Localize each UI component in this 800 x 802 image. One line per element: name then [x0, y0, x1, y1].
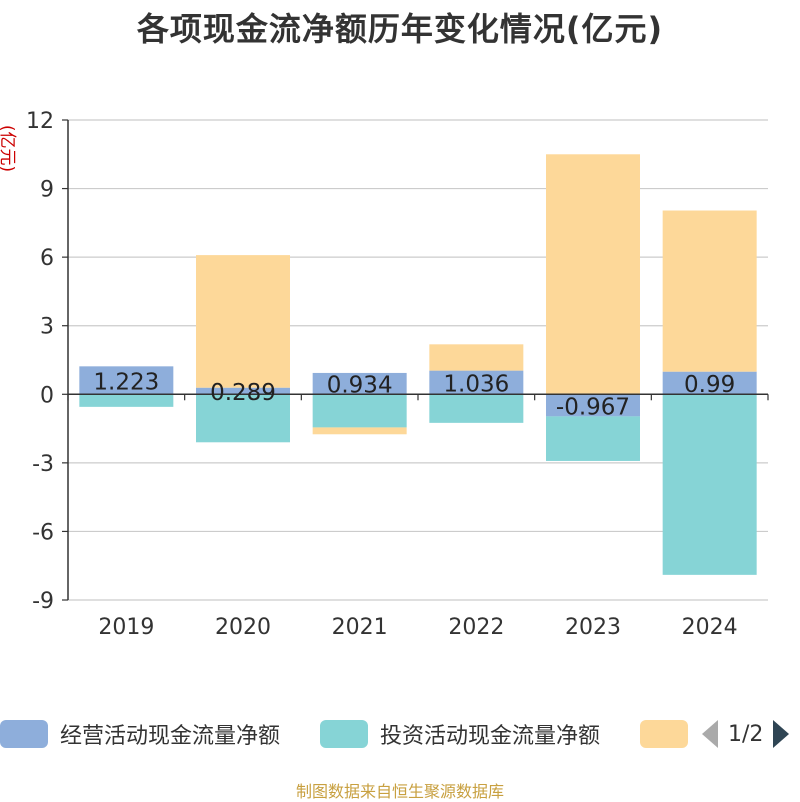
y-tick-label: 12 — [26, 109, 54, 134]
bar-2019-series-0 — [79, 366, 174, 395]
legend-prev-icon[interactable] — [702, 720, 718, 748]
x-tick-label: 2020 — [215, 615, 271, 640]
bars — [79, 154, 757, 575]
bar-2022-series-0 — [429, 370, 524, 395]
data-label: 0.934 — [327, 373, 393, 399]
bar-2023-series-1 — [546, 416, 640, 461]
legend-next-icon[interactable] — [773, 720, 790, 748]
legend-pager: 1/2 — [702, 714, 790, 754]
y-tick-label: -9 — [32, 589, 54, 614]
bar-2021-series-0 — [312, 372, 407, 395]
legend-swatch-operating — [0, 720, 48, 748]
y-tick-label: 9 — [40, 178, 54, 203]
legend-label-operating: 经营活动现金流量净额 — [60, 724, 281, 749]
legend-label-investing: 投资活动现金流量净额 — [380, 724, 601, 749]
bar-2020-series-1 — [196, 394, 290, 443]
legend-item-operating[interactable]: 经营活动现金流量净额 — [0, 714, 280, 754]
y-tick-label: -6 — [32, 520, 54, 545]
data-label: -0.967 — [556, 394, 630, 420]
legend-item-financing[interactable] — [640, 714, 688, 754]
bar-2020-series-0 — [196, 387, 290, 395]
y-tick-label: 0 — [40, 383, 54, 408]
axes: 12 9 6 3 0 -3 -6 -9 2019 2020 2021 2022 2023 2024 — [26, 109, 769, 640]
data-label: 0.289 — [210, 380, 276, 406]
data-label: 0.99 — [684, 372, 735, 398]
bar-2024-series-1 — [662, 394, 757, 575]
bar-2022-series-2 — [429, 344, 524, 371]
y-tick-label: 6 — [40, 246, 54, 271]
bar-2024-series-0 — [662, 371, 757, 395]
data-label: 1.223 — [93, 369, 159, 395]
legend: 经营活动现金流量净额 投资活动现金流量净额 1/2 — [0, 714, 800, 754]
data-source-note: 制图数据来自恒生聚源数据库 — [295, 782, 504, 801]
bar-2021-series-1 — [312, 394, 407, 428]
x-tick-label: 2021 — [332, 615, 388, 640]
bar-2021-series-2 — [312, 427, 407, 435]
x-tick-label: 2024 — [682, 615, 738, 640]
data-labels: 1.223 0.289 0.934 1.036 -0.967 0.99 — [93, 369, 735, 420]
legend-swatch-investing — [320, 720, 368, 748]
data-label: 1.036 — [443, 371, 509, 397]
bar-2019-series-1 — [79, 394, 174, 407]
chart-title: 各项现金流净额历年变化情况(亿元) — [136, 10, 664, 48]
bar-2020-series-2 — [196, 255, 290, 388]
y-tick-label: -3 — [32, 452, 54, 477]
bar-2022-series-1 — [429, 394, 524, 423]
x-tick-label: 2019 — [98, 615, 154, 640]
legend-swatch-financing — [640, 720, 688, 748]
bar-2023-series-0 — [546, 394, 640, 417]
x-tick-label: 2023 — [565, 615, 621, 640]
gridlines — [68, 119, 768, 601]
bar-2023-series-2 — [546, 154, 640, 395]
legend-item-investing[interactable]: 投资活动现金流量净额 — [320, 714, 600, 754]
legend-page-indicator: 1/2 — [728, 721, 764, 747]
x-tick-label: 2022 — [448, 615, 504, 640]
bar-2024-series-2 — [662, 210, 757, 372]
y-tick-label: 3 — [40, 315, 54, 340]
